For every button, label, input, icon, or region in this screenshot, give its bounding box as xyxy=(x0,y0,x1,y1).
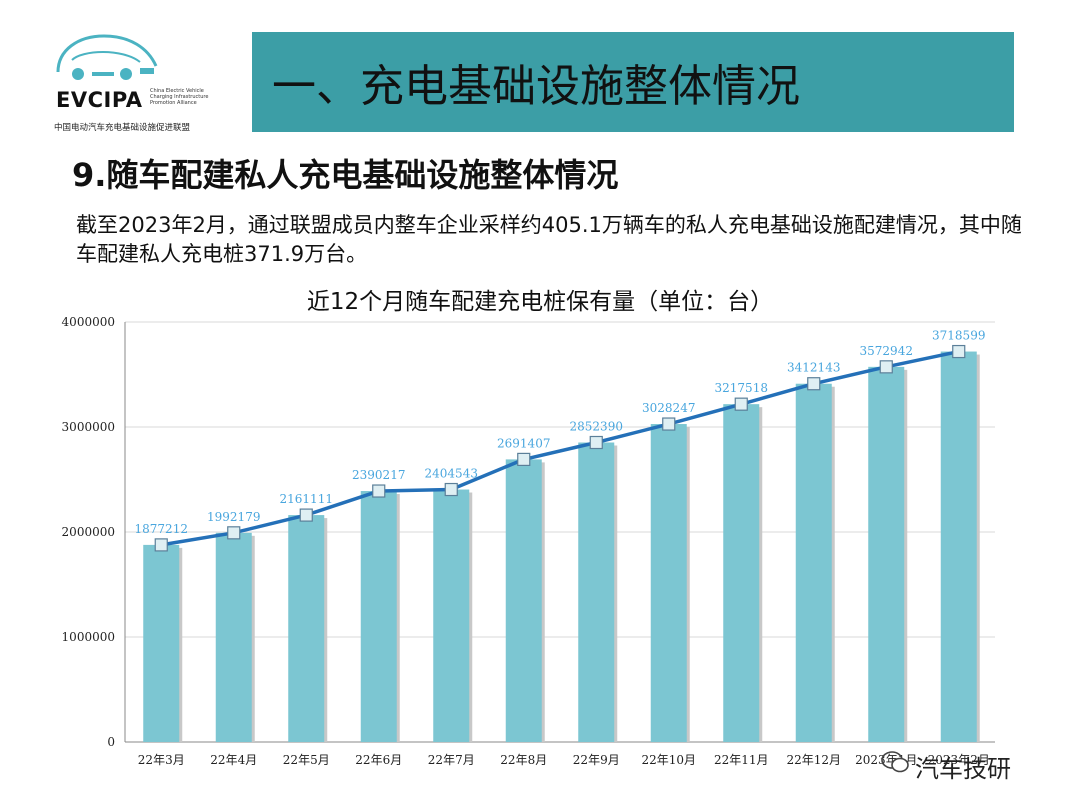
data-label: 3718599 xyxy=(932,329,985,343)
evcipa-logo: EVCIPA China Electric Vehicle Charging I… xyxy=(52,30,227,135)
bar xyxy=(288,515,325,742)
series-line xyxy=(160,349,960,547)
bar xyxy=(795,383,832,742)
line-marker xyxy=(879,360,893,374)
data-label: 3572942 xyxy=(860,344,913,358)
bar xyxy=(505,459,542,742)
x-tick-label: 22年8月 xyxy=(500,753,547,767)
data-label: 2161111 xyxy=(280,492,333,506)
data-label: 2404543 xyxy=(425,467,478,481)
logo-subtitle: China Electric Vehicle Charging Infrastr… xyxy=(150,88,230,106)
y-tick-label: 3000000 xyxy=(62,420,115,434)
line-marker xyxy=(734,397,748,411)
data-label: 2852390 xyxy=(570,419,623,433)
data-label: 3412143 xyxy=(787,361,840,375)
x-tick-label: 22年10月 xyxy=(641,753,696,767)
line-marker xyxy=(299,508,313,522)
x-tick-label: 22年12月 xyxy=(786,753,841,767)
section-title: 9.随车配建私人充电基础设施整体情况 xyxy=(72,156,619,194)
line-marker xyxy=(589,435,603,450)
x-tick-label: 22年11月 xyxy=(714,753,769,767)
data-label: 2390217 xyxy=(352,468,405,482)
line-marker xyxy=(444,482,458,497)
line-marker xyxy=(227,526,241,540)
x-tick-label: 22年6月 xyxy=(355,753,402,767)
line-marker xyxy=(662,417,676,431)
line-marker xyxy=(517,452,531,467)
header-title: 一、充电基础设施整体情况 xyxy=(272,61,800,112)
y-tick-label: 2000000 xyxy=(62,525,115,539)
bar xyxy=(578,442,615,742)
line-marker xyxy=(372,484,386,498)
x-tick-label: 22年3月 xyxy=(138,753,185,767)
y-tick-label: 4000000 xyxy=(62,315,115,329)
logo-subtitle-line: Promotion Alliance xyxy=(150,100,197,106)
y-tick-label: 1000000 xyxy=(62,630,115,644)
watermark-text: 汽车技研 xyxy=(915,755,1011,783)
description-text: 截至2023年2月，通过联盟成员内整车企业采样约405.1万辆车的私人充电基础设… xyxy=(76,213,1022,266)
bar xyxy=(143,544,180,742)
y-tick-label: 0 xyxy=(107,735,115,749)
data-label: 2691407 xyxy=(497,436,550,450)
x-tick-label: 22年5月 xyxy=(283,753,330,767)
line-marker xyxy=(952,344,966,359)
data-label: 1992179 xyxy=(207,510,260,524)
bar xyxy=(723,404,760,742)
logo-subtitle-line: Charging Infrastructure xyxy=(150,94,209,100)
bar xyxy=(940,351,977,742)
logo-subtitle-line: China Electric Vehicle xyxy=(150,88,204,94)
wechat-icon xyxy=(881,751,909,773)
header-banner: 一、充电基础设施整体情况 xyxy=(252,32,1014,132)
line-marker xyxy=(807,377,821,391)
data-label: 1877212 xyxy=(135,522,188,536)
bar xyxy=(650,424,687,742)
x-tick-label: 22年7月 xyxy=(428,753,475,767)
bar xyxy=(360,491,397,742)
bar xyxy=(215,532,252,742)
logo-cn-name: 中国电动汽车充电基础设施促进联盟 xyxy=(54,123,191,133)
bar xyxy=(433,489,470,742)
chart-title: 近12个月随车配建充电桩保有量（单位：台） xyxy=(306,289,774,315)
x-tick-label: 2023年2月 xyxy=(928,753,990,767)
bar-line-chart: 4000000 3000000 2000000 1000000 0 22年3月 22年4月 2… xyxy=(62,315,995,767)
data-label: 3028247 xyxy=(642,401,695,415)
x-tick-label: 22年9月 xyxy=(573,753,620,767)
bar xyxy=(868,366,905,742)
x-tick-label: 22年4月 xyxy=(210,753,257,767)
logo-brand: EVCIPA xyxy=(56,88,143,112)
car-plug-icon xyxy=(56,34,158,80)
line-marker xyxy=(154,538,168,552)
data-label: 3217518 xyxy=(715,381,768,395)
